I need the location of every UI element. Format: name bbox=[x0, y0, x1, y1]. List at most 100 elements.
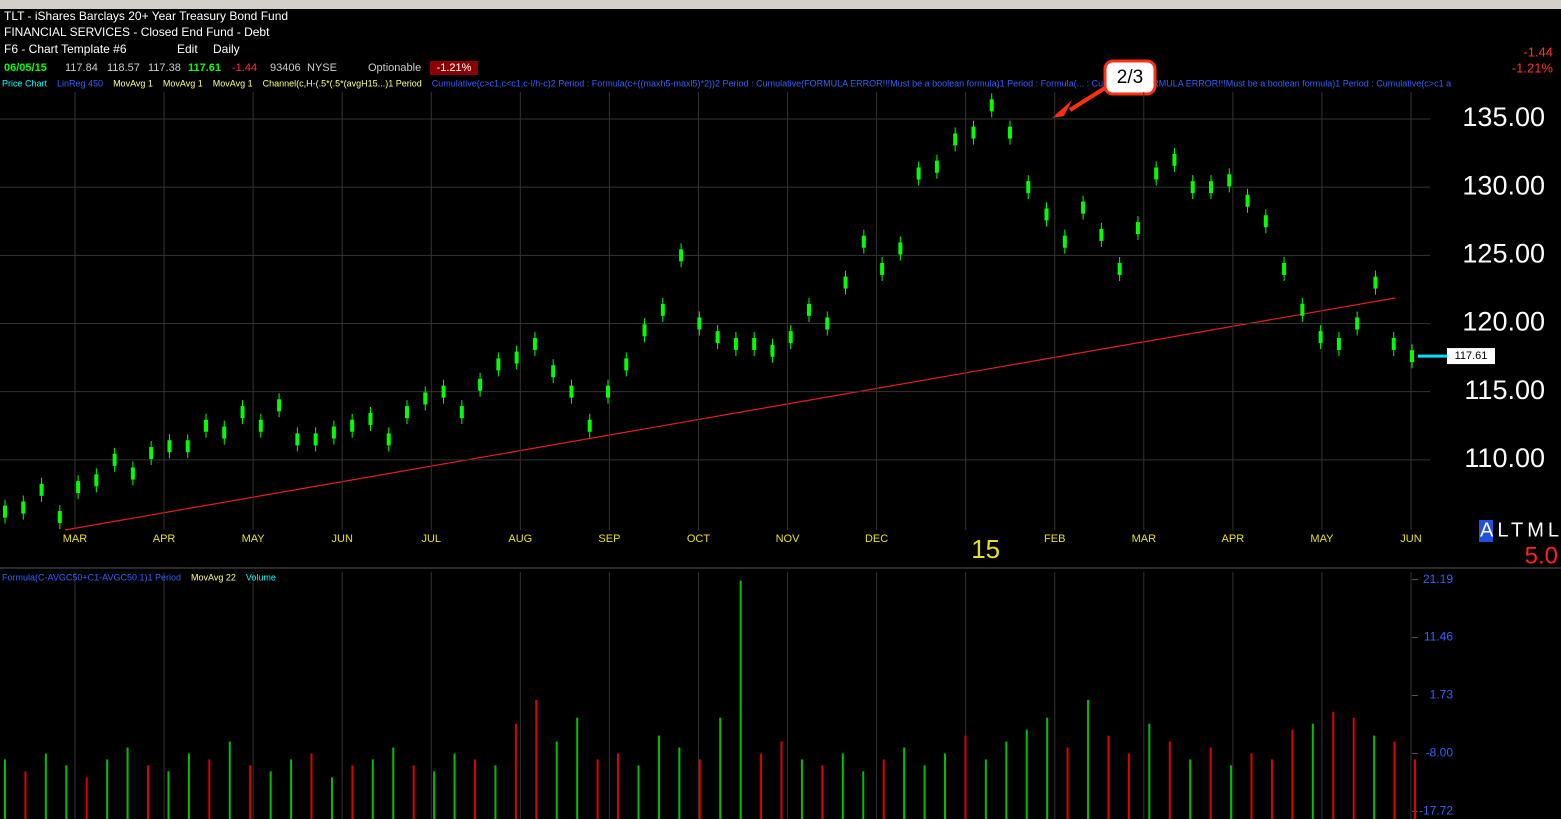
candle bbox=[1245, 194, 1250, 207]
bar bbox=[637, 765, 640, 819]
candle bbox=[240, 406, 245, 419]
x-tick-label: APR bbox=[153, 533, 176, 545]
candle bbox=[569, 385, 574, 398]
candle bbox=[1026, 181, 1031, 194]
candle bbox=[898, 242, 903, 255]
bar bbox=[944, 753, 946, 819]
candle bbox=[861, 235, 866, 248]
candle bbox=[1209, 181, 1213, 194]
period-menu[interactable]: Daily bbox=[213, 42, 240, 56]
bar bbox=[474, 759, 476, 819]
candle bbox=[39, 483, 44, 496]
bar bbox=[126, 747, 129, 819]
candle bbox=[1282, 262, 1287, 275]
bar bbox=[1414, 759, 1416, 819]
legend-entry: Volume bbox=[246, 572, 276, 582]
x-tick-label: JUL bbox=[421, 533, 441, 545]
candle bbox=[441, 385, 446, 398]
candle bbox=[715, 331, 720, 344]
bar bbox=[106, 759, 109, 819]
bar bbox=[800, 759, 803, 819]
bar bbox=[1168, 741, 1171, 819]
candle bbox=[1190, 181, 1195, 194]
bar bbox=[392, 747, 395, 819]
y-tick-label: 120.00 bbox=[1462, 307, 1545, 337]
candle bbox=[1373, 276, 1378, 289]
title: TLT - iShares Barclays 20+ Year Treasury… bbox=[4, 9, 288, 23]
bar bbox=[187, 753, 190, 819]
quote-change: -1.44 bbox=[232, 62, 257, 74]
y-tick-label: 11.46 bbox=[1424, 630, 1453, 644]
candle bbox=[733, 337, 738, 350]
template-menu[interactable]: F6 - Chart Template #6 bbox=[4, 42, 127, 56]
candle bbox=[752, 337, 757, 350]
candle bbox=[1336, 337, 1341, 350]
candle bbox=[697, 317, 702, 330]
candle bbox=[1154, 167, 1159, 180]
candle bbox=[1135, 222, 1140, 235]
annotation-box bbox=[1103, 59, 1157, 96]
bar bbox=[1352, 717, 1355, 819]
y-tick-label: 135.00 bbox=[1462, 102, 1545, 132]
quote-volume: 93406 bbox=[270, 62, 301, 74]
bar bbox=[1025, 729, 1028, 819]
bar bbox=[1393, 741, 1396, 819]
x-tick-label: NOV bbox=[776, 533, 801, 545]
y-tick-label: 130.00 bbox=[1462, 170, 1545, 200]
bar bbox=[535, 699, 538, 819]
candle bbox=[660, 303, 665, 316]
legend-entry: Formula(C-AVGC50+C1-AVGC50.1)1 Period bbox=[2, 572, 181, 582]
indicator-name: MovAvg 1 bbox=[113, 78, 153, 88]
quote-change-pct: -1.21% bbox=[437, 62, 472, 74]
x-tick-label: MAR bbox=[1132, 533, 1157, 545]
quote-date: 06/05/15 bbox=[4, 62, 47, 74]
candle bbox=[514, 351, 519, 364]
candle bbox=[587, 419, 592, 432]
bar bbox=[269, 771, 272, 819]
bar bbox=[719, 717, 722, 819]
bar bbox=[44, 753, 47, 819]
bar bbox=[1107, 735, 1110, 819]
bar bbox=[1005, 741, 1008, 819]
candle bbox=[258, 419, 263, 432]
change-badge bbox=[430, 61, 478, 75]
candle bbox=[1263, 215, 1268, 228]
candle bbox=[642, 324, 647, 337]
candle bbox=[295, 433, 300, 446]
bar bbox=[310, 753, 313, 819]
y-tick-label: 21.19 bbox=[1423, 572, 1453, 586]
annotation-arrowhead bbox=[1052, 100, 1072, 118]
trend-line bbox=[64, 297, 1396, 531]
edit-button[interactable]: Edit bbox=[177, 42, 198, 56]
bar bbox=[4, 759, 6, 819]
bar bbox=[657, 735, 660, 819]
indicator-name: MovAvg 1 bbox=[163, 78, 203, 88]
y-tick-label: 110.00 bbox=[1464, 443, 1545, 473]
candle bbox=[1099, 228, 1104, 241]
bar bbox=[1373, 735, 1376, 819]
candle bbox=[94, 474, 99, 487]
candle bbox=[3, 505, 7, 518]
candle bbox=[21, 501, 26, 514]
candle bbox=[350, 419, 355, 432]
bar bbox=[85, 777, 88, 819]
x-tick-label: 15 bbox=[971, 534, 1000, 564]
bar bbox=[147, 765, 150, 819]
bar bbox=[65, 765, 68, 819]
bar bbox=[984, 759, 987, 819]
bar bbox=[739, 580, 742, 819]
bar bbox=[351, 765, 354, 819]
quote-exchange: NYSE bbox=[307, 62, 337, 74]
bar bbox=[249, 765, 252, 819]
bar bbox=[1291, 729, 1294, 819]
corner-label: ALTML bbox=[1480, 519, 1561, 541]
x-tick-label: JUN bbox=[1400, 533, 1421, 545]
x-tick-label: FEB bbox=[1044, 533, 1065, 545]
corner-value: 5.0 bbox=[1525, 542, 1558, 569]
bar bbox=[208, 759, 211, 819]
x-tick-label: JUN bbox=[332, 533, 353, 545]
candle bbox=[953, 133, 958, 146]
y-tick-label: -8.00 bbox=[1426, 746, 1454, 760]
candle bbox=[405, 406, 409, 419]
